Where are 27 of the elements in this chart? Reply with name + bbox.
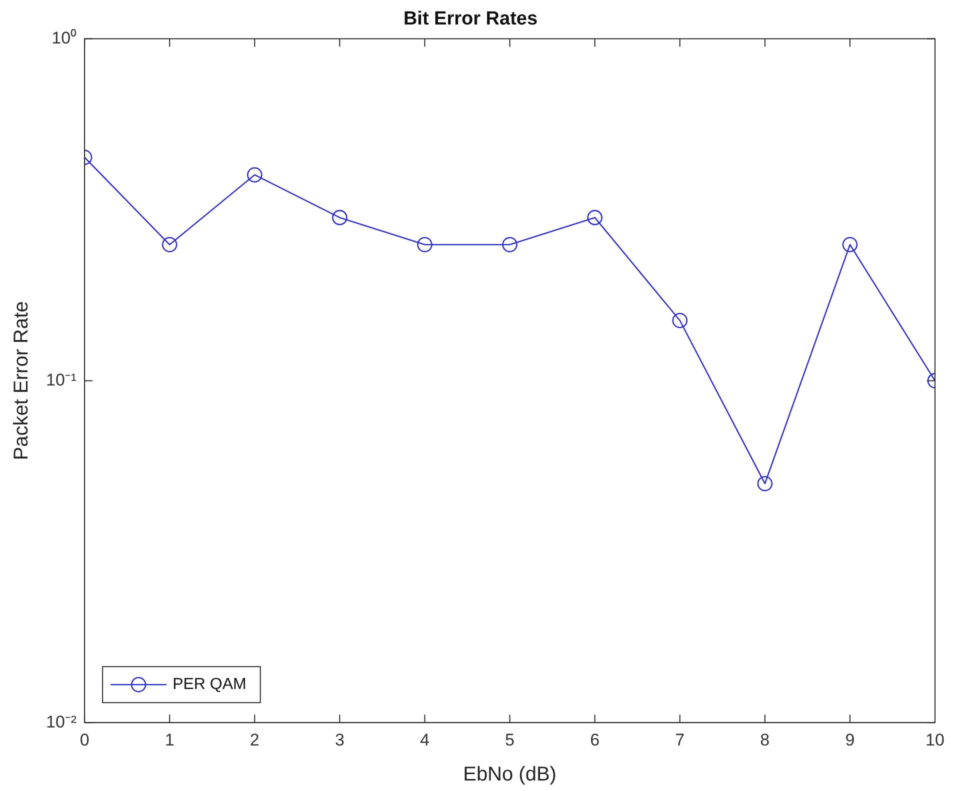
x-axis-title: EbNo (dB) [463, 764, 556, 786]
x-tick-label: 9 [845, 730, 855, 750]
y-axis-title: Packet Error Rate [10, 301, 33, 460]
x-tick-label: 0 [80, 730, 90, 750]
point [587, 210, 602, 226]
x-tick-label: 8 [760, 730, 770, 750]
x-tick-label: 4 [420, 730, 430, 750]
x-tick-label: 7 [675, 730, 685, 750]
y-tick-label: 10⁻¹ [46, 370, 77, 390]
x-tick-label: 1 [164, 730, 174, 750]
legend-label: PER QAM [172, 676, 246, 694]
y-tick-label: 10⁻² [46, 712, 77, 732]
x-tick-label: 3 [334, 730, 344, 750]
x-tick-label: 10 [926, 730, 944, 750]
point [757, 476, 773, 492]
chart-title: Bit Error Rates [403, 8, 538, 30]
x-tick-label: 5 [505, 730, 515, 750]
x-tick-label: 2 [250, 730, 260, 750]
point [842, 236, 858, 252]
point [332, 210, 348, 226]
point [502, 236, 518, 252]
point [162, 236, 178, 252]
y-tick-label: 10⁰ [52, 28, 77, 48]
point [672, 312, 688, 328]
point [417, 236, 432, 252]
point [247, 167, 262, 183]
x-tick-label: 6 [590, 730, 600, 750]
